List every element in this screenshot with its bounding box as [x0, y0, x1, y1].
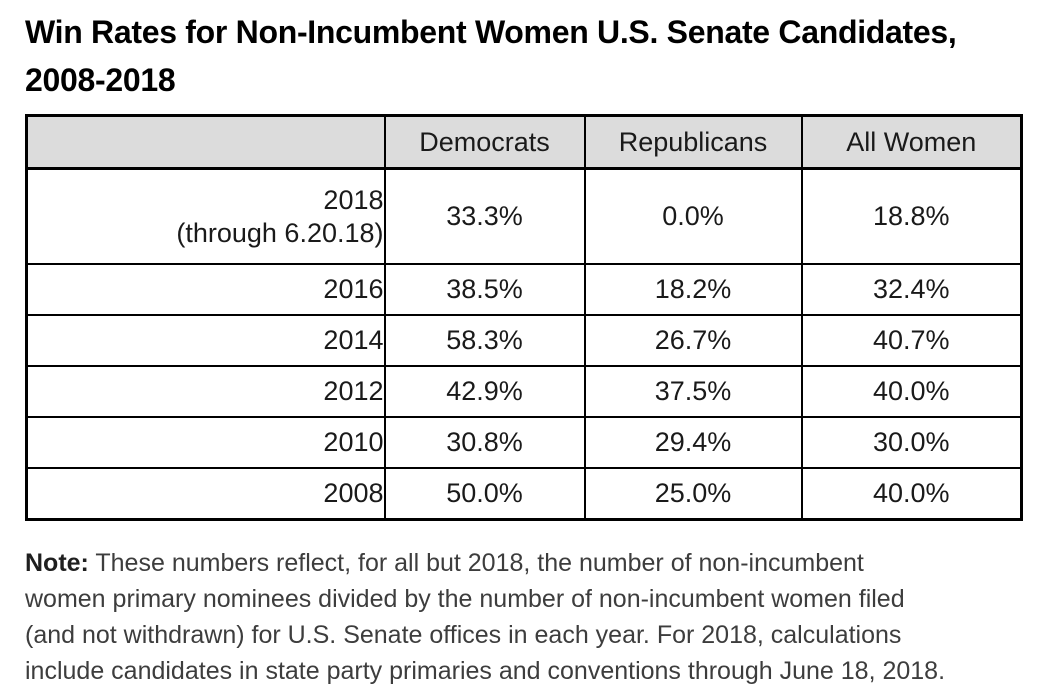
year-cell: 2012: [25, 365, 386, 418]
year-cell: 2014: [25, 314, 386, 367]
year-cell: 2008: [25, 467, 386, 521]
header-cell-year: [25, 114, 386, 170]
democrats-value: 50.0%: [383, 467, 586, 521]
win-rates-table: Democrats Republicans All Women 2018 (th…: [25, 114, 1023, 521]
republicans-value: 37.5%: [583, 365, 803, 418]
all-women-value: 30.0%: [800, 416, 1023, 469]
figure-title: Win Rates for Non-Incumbent Women U.S. S…: [25, 8, 1020, 104]
figure-title-line2: 2008-2018: [25, 62, 176, 98]
all-women-value: 40.7%: [800, 314, 1023, 367]
republicans-value: 29.4%: [583, 416, 803, 469]
footnote-line4: include candidates in state party primar…: [25, 657, 946, 685]
table-row-2018: 2018 (through 6.20.18) 33.3% 0.0% 18.8%: [25, 167, 1023, 265]
year-cell: 2016: [25, 263, 386, 316]
year-cell: 2010: [25, 416, 386, 469]
democrats-value: 58.3%: [383, 314, 586, 367]
all-women-value: 40.0%: [800, 365, 1023, 418]
footnote-line3: (and not withdrawn) for U.S. Senate offi…: [25, 621, 902, 649]
footnote: Note: These numbers reflect, for all but…: [25, 545, 1015, 689]
republicans-value: 0.0%: [583, 167, 803, 265]
table-row-2016: 2016 38.5% 18.2% 32.4%: [25, 263, 1023, 316]
all-women-value: 18.8%: [800, 167, 1023, 265]
footnote-label: Note:: [25, 549, 89, 577]
republicans-value: 18.2%: [583, 263, 803, 316]
republicans-value: 25.0%: [583, 467, 803, 521]
table-row-2014: 2014 58.3% 26.7% 40.7%: [25, 314, 1023, 367]
table-row-2012: 2012 42.9% 37.5% 40.0%: [25, 365, 1023, 418]
democrats-value: 30.8%: [383, 416, 586, 469]
all-women-value: 40.0%: [800, 467, 1023, 521]
header-cell-all-women: All Women: [800, 114, 1023, 170]
figure-title-line1: Win Rates for Non-Incumbent Women U.S. S…: [25, 14, 957, 50]
table-header-row: Democrats Republicans All Women: [25, 114, 1023, 170]
table-row-2008: 2008 50.0% 25.0% 40.0%: [25, 467, 1023, 521]
year-sublabel: (through 6.20.18): [176, 217, 384, 248]
republicans-value: 26.7%: [583, 314, 803, 367]
year-label: 2018: [323, 184, 384, 215]
table-row-2010: 2010 30.8% 29.4% 30.0%: [25, 416, 1023, 469]
year-cell: 2018 (through 6.20.18): [25, 167, 386, 265]
header-cell-republicans: Republicans: [583, 114, 803, 170]
footnote-line1-text: These numbers reflect, for all but 2018,…: [88, 549, 864, 577]
democrats-value: 33.3%: [383, 167, 586, 265]
democrats-value: 38.5%: [383, 263, 586, 316]
democrats-value: 42.9%: [383, 365, 586, 418]
footnote-line1: Note: These numbers reflect, for all but…: [25, 545, 1015, 581]
footnote-line2: women primary nominees divided by the nu…: [25, 585, 905, 613]
header-cell-democrats: Democrats: [383, 114, 586, 170]
all-women-value: 32.4%: [800, 263, 1023, 316]
